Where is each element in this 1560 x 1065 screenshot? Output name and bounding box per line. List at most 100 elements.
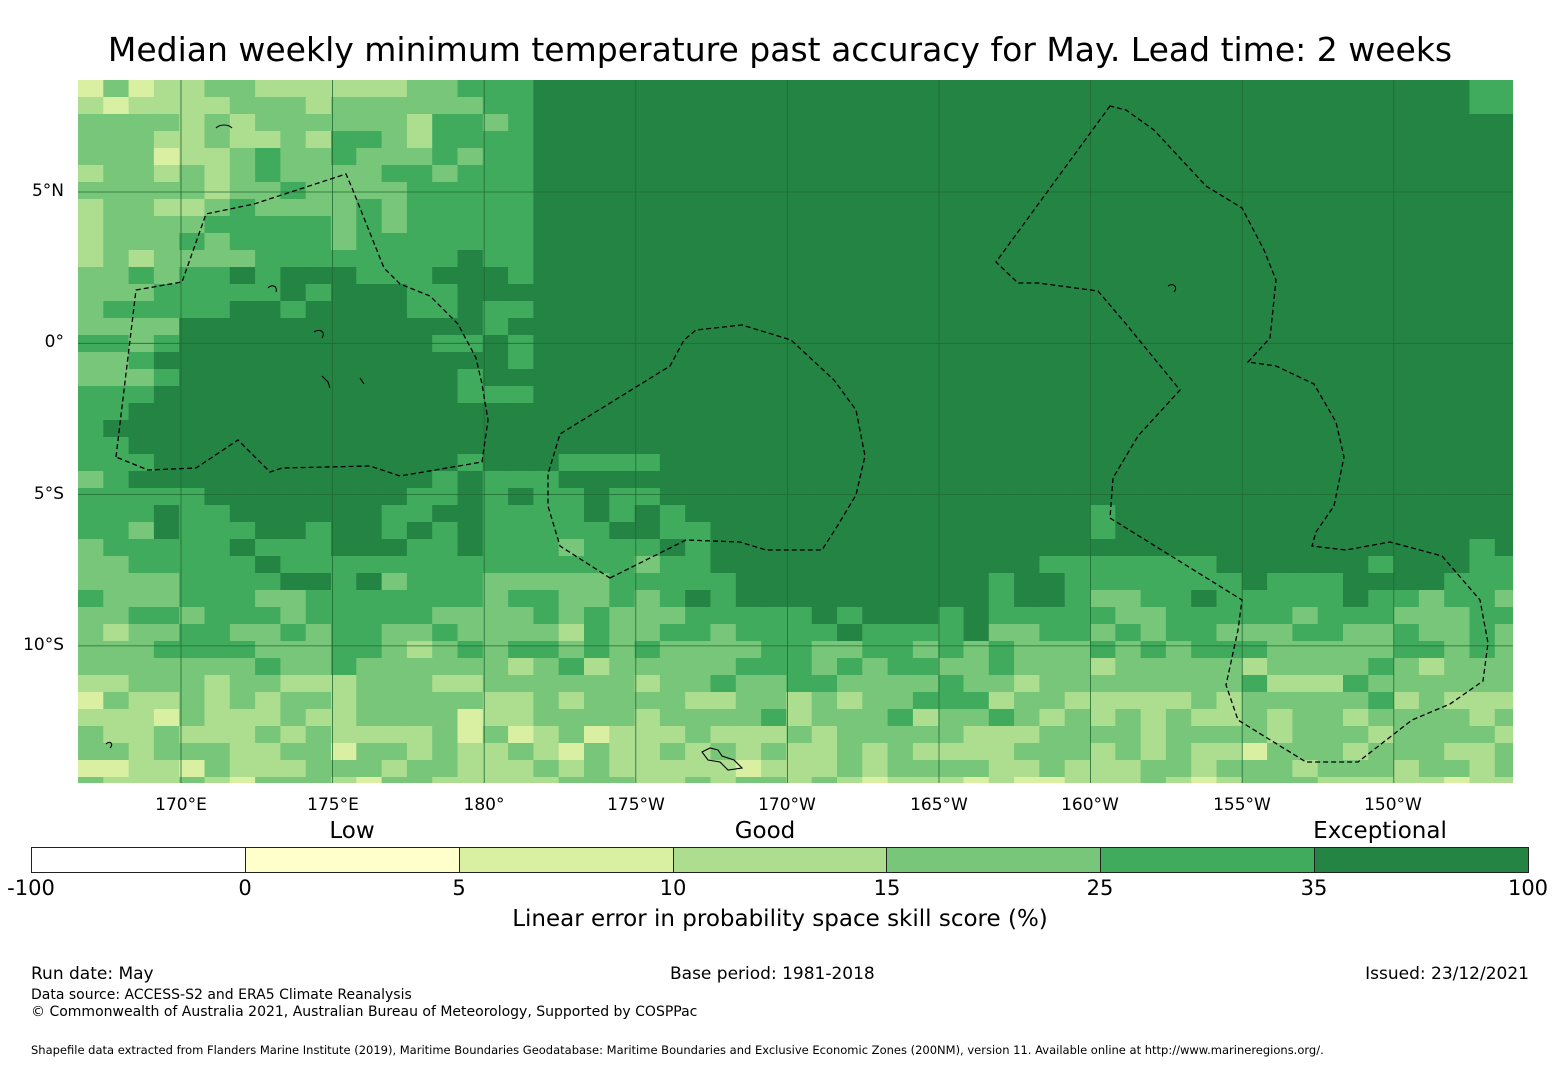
grid-cell [1393, 216, 1420, 234]
grid-cell [1317, 556, 1344, 574]
grid-cell [862, 165, 889, 183]
grid-cell [1216, 114, 1243, 132]
grid-cell [710, 607, 737, 625]
grid-cell [1090, 658, 1116, 676]
eez-boundaries [115, 105, 1489, 763]
grid-cell [862, 437, 889, 455]
grid-cell [938, 386, 965, 404]
grid-cell [1343, 114, 1369, 132]
grid-cell [305, 216, 332, 234]
grid-cell [482, 556, 509, 574]
grid-cell [280, 114, 307, 132]
grid-cell [963, 335, 990, 353]
grid-cell [1191, 165, 1218, 183]
grid-cell [1469, 80, 1496, 98]
grid-cell [1241, 114, 1268, 132]
grid-cell [1292, 658, 1319, 676]
grid-cell [533, 301, 560, 319]
grid-cell [1165, 760, 1192, 778]
grid-cell [103, 675, 130, 693]
grid-cell [1292, 301, 1319, 319]
grid-cell [457, 148, 484, 166]
grid-cell [432, 607, 459, 625]
grid-cell [938, 369, 965, 387]
grid-cell [280, 267, 307, 285]
grid-cell [584, 131, 610, 149]
grid-cell [609, 675, 636, 693]
grid-cell [280, 556, 307, 574]
grid-cell [862, 250, 889, 268]
grid-cell [1241, 556, 1268, 574]
grid-cell [331, 80, 357, 98]
grid-cell [1469, 573, 1496, 591]
grid-cell [103, 488, 130, 506]
grid-cell [1216, 182, 1243, 200]
grid-cell [634, 471, 661, 489]
grid-cell [1469, 556, 1496, 574]
grid-cell [1039, 148, 1066, 166]
grid-cell [1191, 488, 1218, 506]
grid-cell [1494, 658, 1513, 676]
grid-cell [558, 182, 585, 200]
grid-cell [1191, 692, 1218, 710]
grid-cell [558, 403, 585, 421]
colorbar-title: Linear error in probability space skill … [512, 906, 1048, 932]
grid-cell [1292, 97, 1319, 115]
grid-cell [78, 624, 104, 642]
grid-cell [1014, 284, 1040, 302]
grid-cell [1064, 114, 1091, 132]
grid-cell [963, 386, 990, 404]
grid-cell [761, 658, 787, 676]
grid-cell [710, 556, 737, 574]
grid-cell [634, 709, 661, 727]
grid-cell [533, 471, 560, 489]
grid-cell [103, 80, 130, 98]
grid-cell [761, 233, 787, 251]
grid-cell [1343, 165, 1369, 183]
grid-cell [1090, 318, 1116, 336]
grid-cell [406, 403, 433, 421]
grid-cell [837, 573, 863, 591]
grid-cell [1064, 658, 1091, 676]
grid-cell [255, 335, 281, 353]
grid-cell [963, 777, 990, 783]
grid-cell [1241, 590, 1268, 608]
grid-cell [204, 777, 231, 783]
grid-cell [128, 420, 155, 438]
grid-cell [482, 352, 509, 370]
grid-cell [1418, 726, 1445, 744]
grid-cell [1393, 726, 1420, 744]
grid-cell [963, 437, 990, 455]
colorbar-segment [1101, 847, 1316, 873]
grid-cell [153, 437, 180, 455]
grid-cell [1165, 488, 1192, 506]
grid-cell [508, 420, 534, 438]
grid-cell [1317, 692, 1344, 710]
grid-cell [862, 505, 889, 523]
grid-cell [887, 216, 914, 234]
grid-cell [280, 318, 307, 336]
grid-cell [1090, 267, 1116, 285]
grid-cell [659, 777, 686, 783]
grid-cell [938, 182, 965, 200]
grid-cell [1469, 743, 1496, 761]
grid-cell [153, 131, 180, 149]
grid-cell [1418, 624, 1445, 642]
grid-cell [912, 573, 939, 591]
grid-cell [103, 641, 130, 659]
grid-cell [988, 505, 1015, 523]
grid-cell [1064, 182, 1091, 200]
grid-cell [1494, 454, 1513, 472]
grid-cell [457, 624, 484, 642]
grid-cell [1014, 777, 1040, 783]
grid-cell [761, 284, 787, 302]
grid-cell [280, 233, 307, 251]
grid-cell [1444, 539, 1471, 557]
grid-cell [786, 386, 813, 404]
grid-cell [508, 743, 534, 761]
grid-cell [862, 318, 889, 336]
grid-cell [862, 403, 889, 421]
grid-cell [609, 148, 636, 166]
grid-cell [406, 335, 433, 353]
grid-cell [1014, 743, 1040, 761]
